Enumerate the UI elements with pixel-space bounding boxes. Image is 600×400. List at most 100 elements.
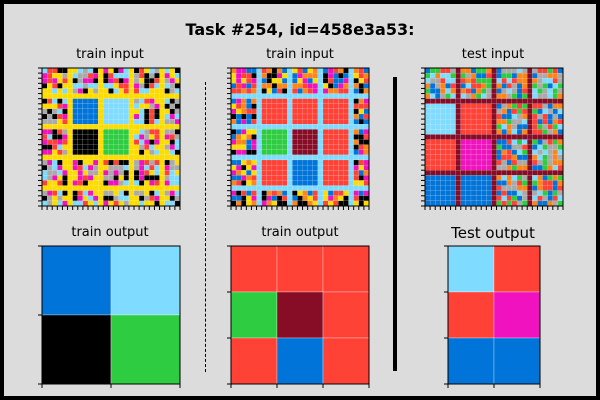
input-cell [292, 72, 298, 79]
input-cell [103, 134, 109, 140]
test-output-svg [444, 245, 541, 388]
input-cell [450, 118, 456, 125]
input-cell [271, 93, 278, 99]
input-cell [118, 72, 124, 79]
train2-output-label: train output [261, 225, 339, 240]
input-cell [169, 98, 176, 104]
input-cell [343, 195, 349, 202]
input-cell [154, 113, 160, 120]
input-cell [67, 159, 73, 166]
input-cell [62, 124, 68, 130]
input-cell [164, 185, 170, 191]
input-cell [445, 98, 451, 104]
input-cell [465, 149, 472, 156]
input-cell [235, 108, 242, 115]
input-cell [266, 190, 273, 196]
input-cell [455, 139, 461, 145]
input-cell [353, 149, 359, 156]
input-cell [440, 170, 446, 176]
input-cell [312, 185, 319, 191]
input-cell [149, 113, 155, 120]
input-cell [455, 164, 461, 171]
input-cell [82, 72, 89, 79]
input-cell [113, 78, 119, 84]
input-cell [287, 170, 293, 176]
input-cell [557, 67, 564, 74]
input-cell [52, 124, 58, 130]
input-cell [241, 144, 247, 150]
input-cell [41, 108, 48, 115]
train2-output-grid [227, 245, 370, 388]
input-cell [123, 129, 130, 135]
input-cell [363, 164, 370, 171]
input-cell [302, 98, 308, 104]
input-cell [46, 72, 53, 79]
input-cell [547, 185, 553, 191]
input-cell [164, 170, 170, 176]
input-cell [429, 149, 436, 156]
input-cell [506, 67, 513, 74]
input-cell [174, 124, 181, 130]
input-cell [455, 108, 461, 115]
input-cell [537, 129, 543, 135]
input-cell [353, 185, 359, 191]
input-cell [343, 103, 349, 110]
input-cell [527, 113, 533, 120]
input-cell [506, 139, 513, 145]
input-cell [46, 180, 53, 186]
input-cell [445, 78, 451, 84]
input-cell [312, 83, 319, 89]
input-cell [307, 139, 313, 145]
input-cell [424, 124, 431, 130]
input-cell [552, 129, 559, 135]
input-cell [511, 118, 518, 125]
input-cell [256, 113, 262, 120]
input-cell [149, 93, 155, 99]
input-cell [251, 83, 257, 89]
input-cell [241, 200, 247, 207]
input-cell [450, 93, 456, 99]
input-cell [281, 139, 288, 145]
input-cell [527, 190, 533, 196]
input-cell [123, 113, 130, 120]
input-cell [450, 108, 456, 115]
input-cell [271, 149, 278, 156]
input-cell [486, 139, 492, 145]
input-cell [358, 118, 365, 125]
input-cell [475, 159, 482, 166]
input-cell [154, 170, 160, 176]
input-cell [46, 118, 53, 125]
input-cell [496, 195, 502, 202]
input-cell [521, 124, 528, 130]
input-cell [169, 200, 176, 207]
input-cell [46, 108, 53, 115]
input-cell [435, 159, 441, 166]
input-cell [235, 159, 242, 166]
input-cell [98, 154, 104, 161]
input-cell [491, 72, 497, 79]
input-cell [527, 88, 533, 94]
input-cell [506, 159, 513, 166]
input-cell [429, 93, 436, 99]
input-cell [532, 72, 538, 79]
input-cell [87, 124, 94, 130]
input-cell [496, 185, 502, 191]
input-cell [506, 78, 513, 84]
input-cell [486, 170, 492, 176]
input-cell [67, 83, 73, 89]
input-cell [287, 144, 293, 150]
input-cell [542, 98, 548, 104]
input-cell [516, 154, 523, 161]
input-cell [424, 83, 431, 89]
input-cell [251, 88, 257, 94]
input-cell [159, 159, 165, 166]
input-cell [41, 72, 48, 79]
input-cell [440, 175, 446, 181]
input-cell [292, 149, 298, 156]
input-cell [465, 159, 472, 166]
input-cell [424, 134, 431, 140]
input-cell [72, 164, 78, 171]
input-cell [338, 195, 344, 202]
input-cell [57, 113, 63, 120]
input-cell [486, 78, 492, 84]
